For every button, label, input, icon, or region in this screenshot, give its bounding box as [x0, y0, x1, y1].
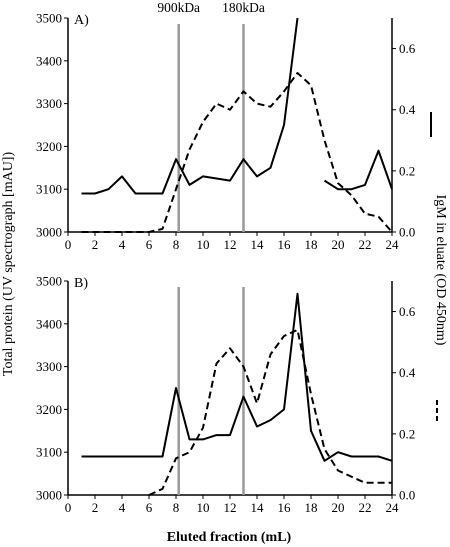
panel-label: B) [74, 276, 88, 291]
y-right-tick-label: 0.0 [399, 488, 415, 503]
x-tick-label: 2 [92, 237, 99, 252]
y-left-tick-label: 3500 [36, 11, 62, 26]
x-tick-label: 0 [65, 500, 72, 515]
y-left-tick-label: 3300 [36, 359, 62, 374]
x-tick-label: 6 [146, 500, 153, 515]
x-tick-label: 16 [278, 237, 292, 252]
y-right-tick-label: 0.2 [399, 163, 415, 178]
x-tick-label: 14 [251, 237, 265, 252]
x-tick-label: 20 [332, 500, 345, 515]
protein-solid-series-line [323, 149, 393, 191]
y-left-tick-label: 3400 [36, 316, 62, 331]
x-tick-label: 20 [332, 237, 345, 252]
x-tick-label: 24 [386, 500, 400, 515]
y-left-axis-label: Total protein (UV spectrograph [mAU]) [1, 152, 16, 377]
y-left-tick-label: 3100 [36, 445, 62, 460]
y-left-tick-label: 3100 [36, 182, 62, 197]
x-tick-label: 18 [305, 500, 318, 515]
x-tick-label: 4 [119, 237, 126, 252]
panel-a: 0 2 4 6 8 10 12 14 16 18 20 22 243000310032003300340… [36, 0, 416, 252]
x-tick-label: 14 [251, 500, 265, 515]
protein-solid-series-line [81, 17, 299, 195]
x-tick-label: 8 [173, 237, 180, 252]
panel-label: A) [74, 13, 89, 28]
x-tick-label: 2 [92, 500, 99, 515]
y-left-tick-label: 3000 [36, 225, 62, 240]
x-tick-label: 12 [224, 237, 237, 252]
y-left-tick-label: 3400 [36, 53, 62, 68]
x-tick-label: 0 [65, 237, 72, 252]
x-tick-label: 4 [119, 500, 126, 515]
y-left-tick-label: 3000 [36, 488, 62, 503]
x-axis-label: Eluted fraction (mL) [167, 530, 292, 545]
x-tick-label: 22 [359, 500, 372, 515]
x-tick-label: 6 [146, 237, 153, 252]
size-marker-label: 180kDa [222, 0, 265, 15]
y-right-tick-label: 0.4 [399, 365, 416, 380]
x-tick-label: 24 [386, 237, 400, 252]
y-left-tick-label: 3500 [36, 274, 62, 289]
x-tick-label: 10 [197, 500, 210, 515]
x-tick-label: 12 [224, 500, 237, 515]
y-left-tick-label: 3200 [36, 139, 62, 154]
x-tick-label: 8 [173, 500, 180, 515]
igm-dashed-series-line [148, 328, 392, 496]
y-right-tick-label: 0.6 [399, 41, 416, 56]
igm-dashed-series-line [81, 72, 393, 233]
y-right-tick-label: 0.0 [399, 225, 415, 240]
y-left-tick-label: 3200 [36, 402, 62, 417]
y-right-axis-label: IgM in eluate (OD 450nm) [433, 195, 448, 346]
protein-solid-series-line [81, 292, 393, 462]
size-marker-label: 900kDa [157, 0, 200, 15]
panel-b: 0 2 4 6 8 10 12 14 16 18 20 22 243000310032003300340… [36, 274, 416, 516]
x-tick-label: 18 [305, 237, 318, 252]
x-tick-label: 22 [359, 237, 372, 252]
y-right-tick-label: 0.4 [399, 102, 416, 117]
x-tick-label: 10 [197, 237, 210, 252]
x-tick-label: 16 [278, 500, 292, 515]
y-right-tick-label: 0.2 [399, 426, 415, 441]
y-right-tick-label: 0.6 [399, 304, 416, 319]
y-left-tick-label: 3300 [36, 96, 62, 111]
